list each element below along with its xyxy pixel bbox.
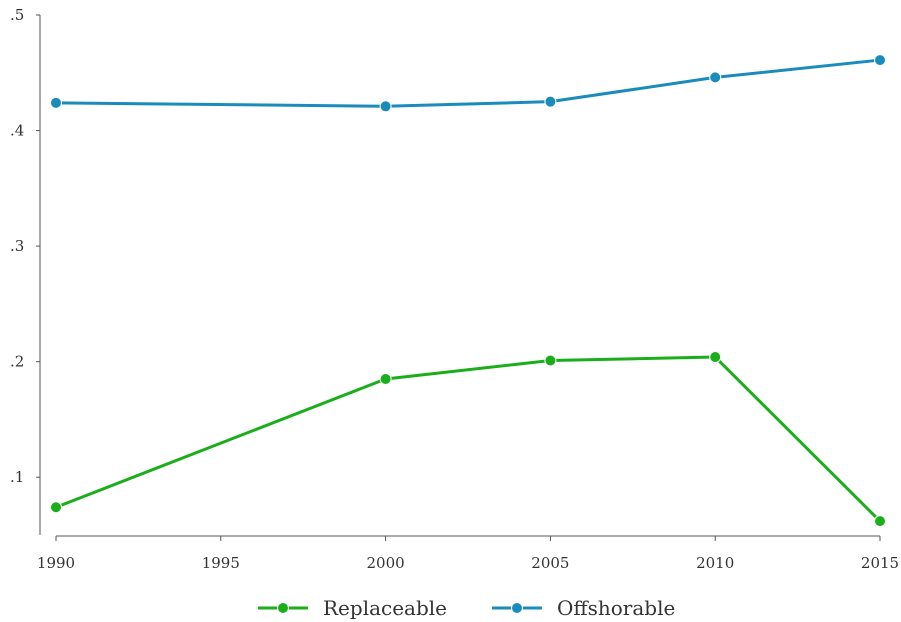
data-point-offshorable — [709, 71, 722, 84]
x-ticks: 1990 1995 2000 2005 2010 2015 — [37, 536, 899, 572]
legend-label-replaceable: Replaceable — [323, 596, 447, 620]
legend-marker-replaceable — [277, 602, 289, 614]
x-tick-label: 1990 — [37, 554, 75, 572]
y-tick-label: .4 — [10, 122, 24, 140]
data-point-replaceable — [544, 354, 557, 367]
x-tick-label: 2000 — [367, 554, 405, 572]
y-ticks: .1 .2 .3 .4 .5 — [10, 6, 40, 486]
y-tick-label: .2 — [10, 353, 24, 371]
data-point-offshorable — [874, 54, 886, 67]
x-tick-label: 1995 — [202, 554, 240, 572]
y-tick-label: .1 — [10, 468, 24, 486]
y-tick-label: .5 — [10, 6, 24, 24]
x-tick-label: 2010 — [696, 554, 734, 572]
legend-label-offshorable: Offshorable — [557, 596, 675, 620]
axes: .1 .2 .3 .4 .5 1990 1995 2000 2005 2010 2015 — [10, 6, 899, 572]
legend: Replaceable Offshorable — [258, 596, 675, 620]
legend-marker-offshorable — [511, 602, 523, 614]
x-tick-label: 2005 — [531, 554, 569, 572]
series-line-replaceable — [55, 355, 882, 523]
data-point-replaceable — [874, 515, 886, 528]
data-point-offshorable — [379, 100, 392, 113]
data-point-replaceable — [379, 373, 392, 385]
data-point-offshorable — [50, 96, 62, 109]
data-point-replaceable — [50, 501, 62, 514]
data-point-offshorable — [544, 95, 557, 108]
series-line-offshorable — [55, 58, 881, 108]
x-tick-label: 2015 — [861, 554, 899, 572]
data-point-replaceable — [709, 351, 722, 364]
y-tick-label: .3 — [10, 237, 24, 255]
plot-area — [50, 54, 886, 528]
